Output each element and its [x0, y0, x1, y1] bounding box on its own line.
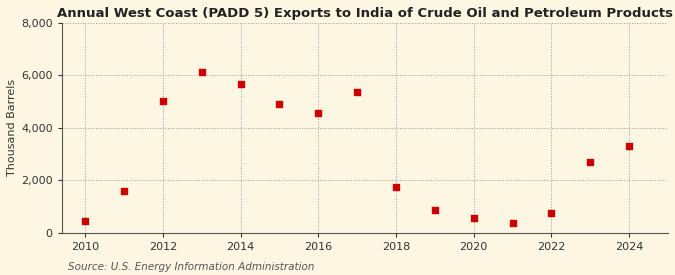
Text: Source: U.S. Energy Information Administration: Source: U.S. Energy Information Administ…: [68, 262, 314, 272]
Point: [157, 99, 168, 103]
Point: [546, 211, 557, 215]
Point: [624, 144, 634, 148]
Y-axis label: Thousand Barrels: Thousand Barrels: [7, 79, 17, 176]
Point: [507, 221, 518, 226]
Point: [391, 184, 402, 189]
Point: [235, 82, 246, 86]
Point: [196, 70, 207, 75]
Point: [119, 188, 130, 193]
Title: Annual West Coast (PADD 5) Exports to India of Crude Oil and Petroleum Products: Annual West Coast (PADD 5) Exports to In…: [57, 7, 673, 20]
Point: [429, 208, 440, 212]
Point: [313, 111, 324, 115]
Point: [352, 90, 362, 94]
Point: [585, 160, 596, 164]
Point: [274, 102, 285, 106]
Point: [80, 219, 90, 223]
Point: [468, 216, 479, 220]
